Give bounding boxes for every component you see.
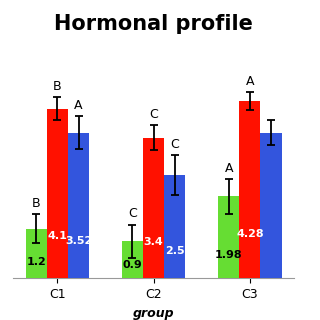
Bar: [122, 241, 143, 278]
Text: B: B: [32, 197, 41, 210]
Text: B: B: [53, 80, 62, 93]
Text: 4.28: 4.28: [236, 229, 264, 239]
Title: Hormonal profile: Hormonal profile: [54, 14, 253, 34]
Text: 1.98: 1.98: [215, 250, 243, 260]
Text: C: C: [170, 138, 179, 151]
Bar: [143, 138, 164, 278]
Text: 1.2: 1.2: [26, 258, 46, 268]
Bar: [239, 101, 260, 278]
Text: 3.4: 3.4: [144, 237, 164, 247]
Text: 4.1: 4.1: [47, 231, 67, 241]
Bar: [47, 109, 68, 278]
Text: A: A: [245, 75, 254, 88]
Bar: [68, 133, 89, 278]
Bar: [164, 175, 185, 278]
Text: 2.5: 2.5: [165, 246, 185, 256]
Text: C: C: [128, 207, 137, 220]
Text: 3.52: 3.52: [65, 236, 92, 246]
Text: C: C: [149, 108, 158, 121]
Text: A: A: [224, 162, 233, 175]
Bar: [218, 196, 239, 278]
Bar: [260, 133, 282, 278]
Text: 0.9: 0.9: [123, 260, 142, 270]
Text: A: A: [74, 99, 83, 112]
Bar: [26, 229, 47, 278]
X-axis label: group: group: [133, 307, 174, 320]
